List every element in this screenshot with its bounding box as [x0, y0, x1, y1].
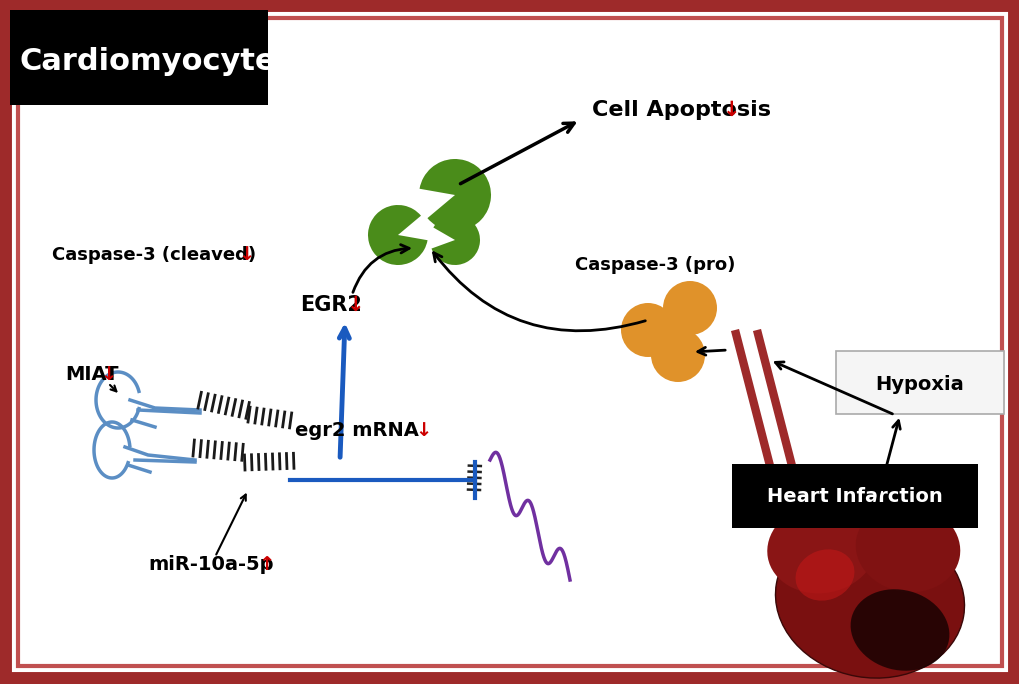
Text: ↓: ↓: [722, 100, 740, 120]
Circle shape: [621, 303, 675, 357]
Text: ↓: ↓: [100, 365, 116, 384]
Text: Hypoxia: Hypoxia: [874, 376, 963, 395]
Text: miR-10a-5p: miR-10a-5p: [148, 555, 273, 575]
Bar: [10, 10, 268, 105]
Ellipse shape: [766, 503, 876, 593]
Circle shape: [650, 328, 704, 382]
Text: ↑: ↑: [258, 555, 274, 575]
Text: Cardiomyocyte: Cardiomyocyte: [20, 47, 276, 77]
Text: Caspase-3 (pro): Caspase-3 (pro): [575, 256, 735, 274]
Text: ↓: ↓: [237, 246, 254, 265]
FancyBboxPatch shape: [836, 351, 1003, 414]
Text: Heart Infarction: Heart Infarction: [766, 488, 942, 506]
Text: ↓: ↓: [346, 295, 364, 315]
Wedge shape: [431, 215, 480, 265]
Text: ↓: ↓: [415, 421, 431, 440]
Wedge shape: [368, 205, 427, 265]
FancyBboxPatch shape: [732, 464, 977, 528]
Ellipse shape: [774, 522, 964, 678]
Text: Caspase-3 (cleaved): Caspase-3 (cleaved): [52, 246, 256, 264]
Ellipse shape: [850, 589, 949, 671]
Text: EGR2: EGR2: [300, 295, 362, 315]
Text: egr2 mRNA: egr2 mRNA: [294, 421, 419, 440]
Ellipse shape: [855, 503, 959, 592]
Ellipse shape: [795, 549, 854, 601]
Text: Cell Apoptosis: Cell Apoptosis: [591, 100, 770, 120]
Circle shape: [662, 281, 716, 335]
Text: MIAT: MIAT: [65, 365, 118, 384]
Wedge shape: [419, 159, 490, 231]
